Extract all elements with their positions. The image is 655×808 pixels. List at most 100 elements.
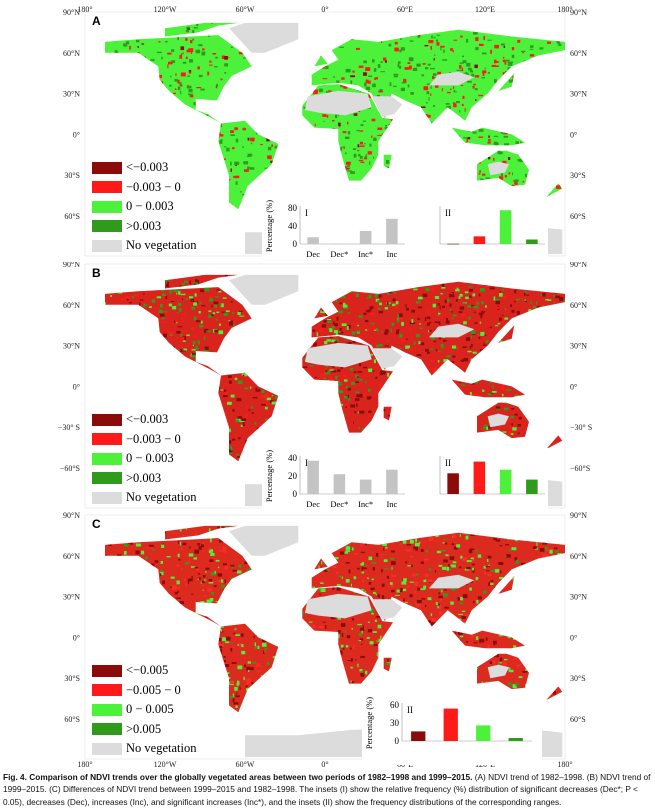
legend-label: <−0.003 xyxy=(126,160,169,175)
legend-item: <−0.003 xyxy=(92,158,196,178)
lat-label-right: 60°N xyxy=(570,552,587,561)
map-frame xyxy=(84,514,566,760)
y-tick-label: 0 xyxy=(293,239,298,249)
bar xyxy=(333,474,346,494)
lon-label-top: 120°W xyxy=(154,5,177,14)
inset-label: II xyxy=(445,208,451,218)
inset-label: I xyxy=(305,208,308,218)
legend-label: >0.003 xyxy=(126,470,162,485)
no-vegetation-area xyxy=(487,664,509,679)
bar xyxy=(499,469,512,494)
bar xyxy=(359,230,372,244)
legend-label: 0 − 0.003 xyxy=(126,199,174,214)
legend-label: No vegetation xyxy=(126,238,197,253)
landmass xyxy=(218,120,279,210)
lat-label-left: 30°S xyxy=(64,171,80,180)
legend-label: 0 − 0.003 xyxy=(126,451,174,466)
panel-a: 90°N 90°N 60°N 60°N 30°N 30°N 0° 0° 30°S 30°S 60°S… xyxy=(0,5,655,266)
legend-swatch xyxy=(92,181,122,194)
lat-label-left: −60°S xyxy=(60,464,80,473)
legend-item: 0 − 0.003 xyxy=(92,449,196,469)
caption-body: (A) NDVI trend of 1982–1998. (B) NDVI tr… xyxy=(3,772,651,807)
y-tick-label: 80 xyxy=(288,203,298,213)
no-vegetation-area xyxy=(371,96,403,117)
legend-label: 0 − 0.005 xyxy=(126,702,174,717)
legend-swatch xyxy=(92,664,122,677)
lon-label-top: 0° xyxy=(321,5,328,14)
legend-item: <−0.005 xyxy=(92,661,196,681)
landmass xyxy=(451,630,525,649)
lon-label-top: 60°E xyxy=(397,5,413,14)
legend-item: −0.003 − 0 xyxy=(92,178,196,198)
legend-item: No vegetation xyxy=(92,236,196,256)
lon-label-top: 180° xyxy=(77,5,92,14)
y-tick-label: 0 xyxy=(395,736,400,746)
y-axis-label: Percentage (%) xyxy=(264,200,274,252)
inset-charts: Percentage (%) 0 20 40 I Dec Dec* Inc* Inc II xyxy=(262,448,548,518)
legend-swatch xyxy=(92,703,122,716)
lat-label-left: 90°N xyxy=(63,511,80,520)
no-vegetation-area xyxy=(229,274,299,305)
legend-swatch xyxy=(92,452,122,465)
no-vegetation-area xyxy=(305,90,372,116)
lon-label-bottom: 180° xyxy=(77,760,92,769)
bar xyxy=(386,469,398,494)
no-vegetation-area xyxy=(487,161,509,176)
lat-label-right: 0° xyxy=(570,633,577,642)
lat-label-right: 0° xyxy=(570,382,577,391)
x-tick-label: Inc xyxy=(386,249,397,259)
lon-label-top: 120°E xyxy=(475,5,495,14)
legend-swatch xyxy=(92,684,122,697)
y-tick-label: 0 xyxy=(293,489,298,499)
landmass xyxy=(383,406,392,421)
legend-item: 0 − 0.005 xyxy=(92,700,196,720)
landmass xyxy=(546,183,563,197)
y-tick-label: 30 xyxy=(390,718,400,728)
legend-item: −0.003 − 0 xyxy=(92,430,196,450)
legend-label: >0.005 xyxy=(126,721,162,736)
legend-label: No vegetation xyxy=(126,741,197,756)
landmass xyxy=(498,73,515,91)
lat-label-right: 90°N xyxy=(570,8,587,17)
lat-label-right: 90°N xyxy=(570,262,587,269)
y-tick-label: 40 xyxy=(288,221,298,231)
lon-label-bottom: 0° xyxy=(321,760,328,769)
no-vegetation-area xyxy=(487,413,509,428)
bar xyxy=(447,243,459,245)
landmass xyxy=(165,274,239,289)
legend-swatch xyxy=(92,200,122,213)
x-tick-label: Inc* xyxy=(358,249,373,259)
inset-label: II xyxy=(445,458,451,468)
landmass xyxy=(105,35,252,124)
x-tick-label: Dec* xyxy=(330,249,348,259)
panel-label: C xyxy=(92,517,101,531)
landmass xyxy=(165,525,239,540)
inset-svg: Percentage (%) 0 30 60 II xyxy=(364,697,532,749)
lat-label-left: 0° xyxy=(73,130,80,139)
legend-item: <−0.003 xyxy=(92,410,196,430)
panel-c: 90°N 90°N 60°N 60°N 30°N 30°N 0° 0° 30°S 30°S 60°S… xyxy=(0,511,655,769)
inset-label: II xyxy=(407,705,413,715)
legend-item: >0.005 xyxy=(92,720,196,740)
lat-label-right: 60°N xyxy=(570,49,587,58)
no-vegetation-area xyxy=(429,574,475,589)
landmass xyxy=(165,22,239,37)
lat-label-left: 30°N xyxy=(63,593,80,602)
legend: <−0.003 −0.003 − 0 0 − 0.003 >0.003 No veget… xyxy=(92,410,196,508)
no-vegetation-area xyxy=(371,348,403,369)
legend-swatch xyxy=(92,413,122,426)
lat-label-right: 0° xyxy=(570,130,577,139)
legend-label: <−0.005 xyxy=(126,663,169,678)
legend-item: No vegetation xyxy=(92,739,196,759)
bar xyxy=(473,461,486,494)
landmass xyxy=(314,558,328,570)
y-tick-label: 40 xyxy=(288,453,298,463)
bar xyxy=(508,738,523,741)
legend-swatch xyxy=(92,433,122,446)
legend-swatch xyxy=(92,220,122,233)
no-vegetation-area xyxy=(229,525,299,556)
lon-label-bottom: 180° xyxy=(557,760,572,769)
legend-label: −0.003 − 0 xyxy=(126,179,181,194)
legend-label: −0.003 − 0 xyxy=(126,431,181,446)
lat-label-right: 60°N xyxy=(570,301,587,310)
